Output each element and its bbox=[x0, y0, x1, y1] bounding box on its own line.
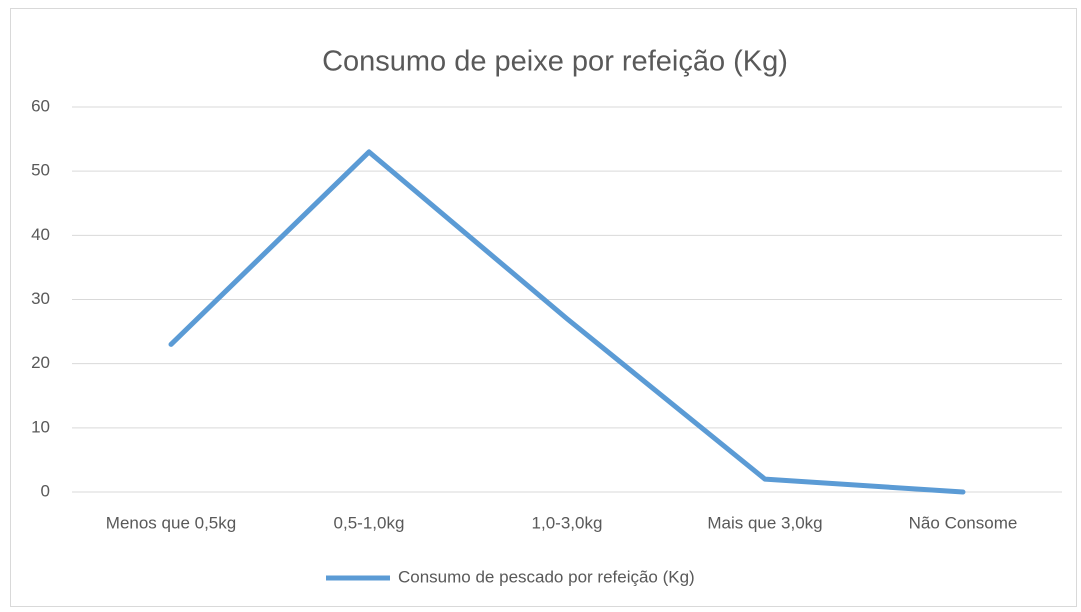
y-tick-label: 0 bbox=[41, 481, 50, 500]
x-tick-label: 0,5-1,0kg bbox=[334, 513, 405, 532]
y-tick-label: 20 bbox=[31, 353, 50, 372]
y-tick-label: 60 bbox=[31, 96, 50, 115]
x-tick-label: Não Consome bbox=[909, 513, 1018, 532]
x-tick-label: 1,0-3,0kg bbox=[532, 513, 603, 532]
y-tick-label: 10 bbox=[31, 417, 50, 436]
x-tick-label: Mais que 3,0kg bbox=[707, 513, 822, 532]
y-tick-label: 40 bbox=[31, 225, 50, 244]
y-tick-label: 30 bbox=[31, 289, 50, 308]
legend-label: Consumo de pescado por refeição (Kg) bbox=[398, 567, 695, 586]
chart-title: Consumo de peixe por refeição (Kg) bbox=[322, 46, 788, 78]
x-tick-label: Menos que 0,5kg bbox=[106, 513, 236, 532]
y-tick-label: 50 bbox=[31, 161, 50, 180]
series-line bbox=[168, 149, 966, 495]
chart-border bbox=[10, 8, 1077, 607]
